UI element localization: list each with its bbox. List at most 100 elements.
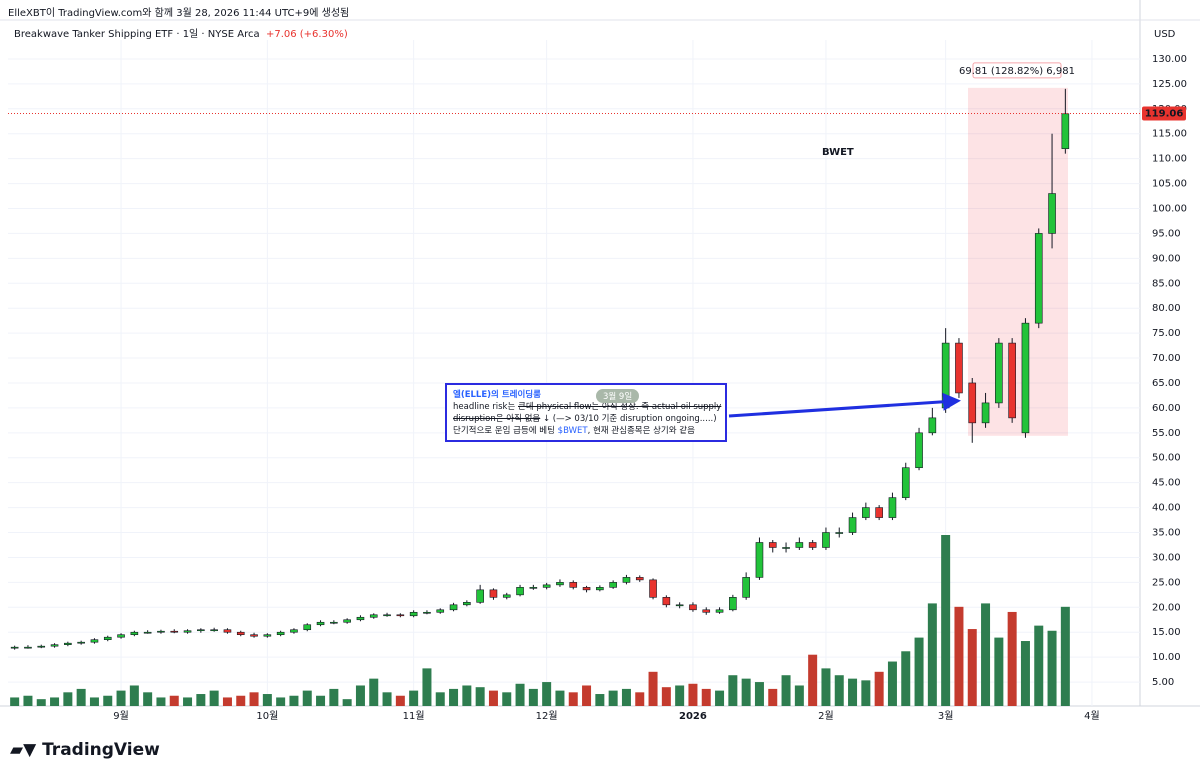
candle-body: [223, 629, 232, 633]
volume-bar: [1047, 630, 1057, 706]
candle-body: [715, 609, 724, 613]
volume-bar: [10, 697, 20, 706]
y-tick-label: 45.00: [1152, 478, 1181, 489]
volume-bar: [89, 697, 99, 706]
candle-body: [755, 542, 764, 578]
candle-body: [263, 634, 272, 637]
candle-body: [582, 587, 591, 591]
candle-body: [901, 467, 910, 498]
measure-range: [968, 87, 1068, 436]
candle-body: [569, 582, 578, 588]
candle-body: [10, 646, 19, 649]
candle-body: [369, 614, 378, 618]
volume-bar: [23, 695, 33, 706]
candle-body: [622, 577, 631, 583]
candle-body: [343, 619, 351, 623]
volume-bar: [528, 688, 538, 706]
y-tick-label: 25.00: [1152, 577, 1181, 588]
candle-body: [330, 621, 338, 624]
last-price-label: 119.06: [1145, 108, 1184, 119]
candle-body: [64, 642, 72, 645]
y-tick-label: 20.00: [1152, 602, 1181, 613]
volume-bar: [648, 671, 658, 706]
volume-bar: [781, 675, 791, 706]
candle-body: [808, 542, 817, 548]
candle-body: [303, 624, 312, 631]
volume-bar: [661, 687, 671, 706]
candle-body: [276, 631, 285, 636]
candle-body: [170, 630, 179, 633]
chart-title: BWET: [822, 147, 854, 158]
logo-text[interactable]: TradingView: [42, 740, 160, 760]
candle-body: [795, 542, 804, 548]
volume-bar: [50, 697, 60, 706]
volume-bar: [129, 685, 139, 706]
volume-bar: [236, 695, 246, 706]
volume-bar: [63, 692, 73, 706]
candle-body: [529, 587, 538, 589]
candle-body: [77, 641, 85, 644]
volume-bar: [289, 695, 299, 706]
volume-bar: [821, 668, 831, 706]
volume-bar: [475, 687, 485, 706]
arrow: [728, 392, 961, 418]
y-tick-label: 55.00: [1152, 428, 1181, 439]
volume-bar: [794, 685, 804, 706]
volume-bar: [103, 695, 113, 706]
y-tick-label: 60.00: [1152, 403, 1181, 414]
candle-body: [955, 342, 963, 394]
y-tick-label: 50.00: [1152, 453, 1181, 464]
y-tick-label: 85.00: [1152, 278, 1181, 289]
candle-body: [742, 577, 750, 598]
volume-bar: [927, 603, 937, 706]
annotation-text: 큰데 physical flow는 아직 정상. 즉 actual oil su…: [518, 402, 722, 412]
x-tick-label: 12월: [536, 710, 558, 722]
candle-body: [1034, 233, 1043, 324]
candle-body: [995, 342, 1003, 404]
y-tick-label: 100.00: [1152, 203, 1187, 214]
volume-bar: [515, 683, 525, 706]
annotation-line: headline risk는 큰데 physical flow는 아직 정상. …: [453, 401, 725, 413]
volume-bar: [994, 637, 1004, 706]
volume-bar: [887, 661, 897, 706]
volume-bar: [382, 692, 392, 706]
candle-body: [1021, 322, 1030, 434]
volume-bar: [901, 651, 911, 706]
candle-body: [689, 604, 697, 611]
candle-body: [449, 604, 458, 611]
candle-body: [596, 587, 604, 591]
logo[interactable]: ▰▼ TradingView: [10, 740, 160, 760]
volume-bar: [409, 690, 419, 706]
volume-bar: [169, 695, 179, 706]
candle-body: [383, 614, 391, 617]
y-tick-label: 90.00: [1152, 253, 1181, 264]
annotation-text: ↓ (—> 03/10 기준 disruption ongoing.....): [540, 414, 717, 424]
y-tick-label: 80.00: [1152, 303, 1181, 314]
volume-bar: [435, 692, 445, 706]
candle-body: [157, 630, 165, 633]
candle-body: [768, 542, 777, 548]
volume-bar: [395, 695, 405, 706]
candle-body: [24, 646, 32, 649]
volume-bar: [768, 688, 778, 706]
candle-body: [130, 631, 139, 636]
volume-bar: [608, 690, 618, 706]
candle-body: [556, 582, 564, 586]
candle-body: [409, 611, 418, 617]
candle-body: [90, 639, 99, 643]
candle-body: [396, 614, 405, 617]
candle-body: [502, 594, 511, 598]
y-tick-label: 5.00: [1152, 677, 1174, 688]
candle-body: [662, 597, 671, 606]
volume-bar: [355, 685, 365, 706]
symbol: Breakwave Tanker Shipping ETF · 1일 · NYS…: [14, 29, 260, 40]
candle-body: [542, 584, 551, 588]
x-tick-label: 3월: [938, 710, 954, 722]
volume-bar: [249, 692, 259, 706]
annotation-title: 엘(ELLE)의 트레이딩룸: [453, 390, 541, 400]
y-tick-label: 10.00: [1152, 652, 1181, 663]
volume-bar: [728, 675, 738, 706]
change: +7.06 (+6.30%): [265, 29, 348, 40]
currency-label: USD: [1154, 29, 1176, 40]
